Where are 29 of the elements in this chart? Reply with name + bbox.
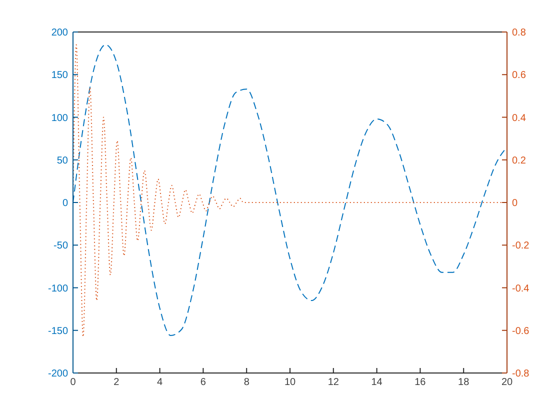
y2-tick-label: -0.4	[512, 283, 530, 294]
y2-tick-label: 0.6	[512, 70, 526, 82]
x-tick-label: 6	[200, 377, 206, 388]
x-tick-label: 20	[501, 377, 513, 388]
x-tick-label: 2	[114, 377, 120, 388]
y2-tick-label: -0.8	[512, 368, 530, 380]
y2-tick-label: 0	[512, 198, 518, 210]
y-tick-label: -150	[48, 326, 68, 337]
x-tick-label: 16	[414, 377, 426, 388]
y2-tick-label: -0.6	[512, 326, 530, 337]
x-tick-label: 10	[284, 377, 296, 388]
x-tick-label: 12	[328, 377, 340, 388]
x-tick-label: 8	[244, 377, 250, 388]
y-tick-label: 100	[51, 112, 68, 124]
x-tick-label: 18	[458, 377, 470, 388]
y2-tick-label: 0.4	[512, 112, 526, 124]
y-tick-label: 200	[51, 28, 68, 39]
y-tick-label: 150	[51, 70, 68, 82]
y-tick-label: 0	[62, 198, 68, 210]
y-tick-label: 50	[56, 155, 68, 166]
y-tick-label: -50	[54, 240, 68, 252]
y-tick-label: -200	[48, 368, 68, 380]
x-tick-label: 4	[157, 377, 164, 388]
x-tick-label: 0	[70, 377, 76, 388]
x-tick-label: 14	[371, 377, 383, 388]
y-tick-label: -100	[48, 283, 68, 294]
y2-tick-label: 0.2	[512, 155, 526, 166]
y2-tick-label: 0.8	[512, 28, 526, 39]
y2-tick-label: -0.2	[512, 240, 530, 252]
